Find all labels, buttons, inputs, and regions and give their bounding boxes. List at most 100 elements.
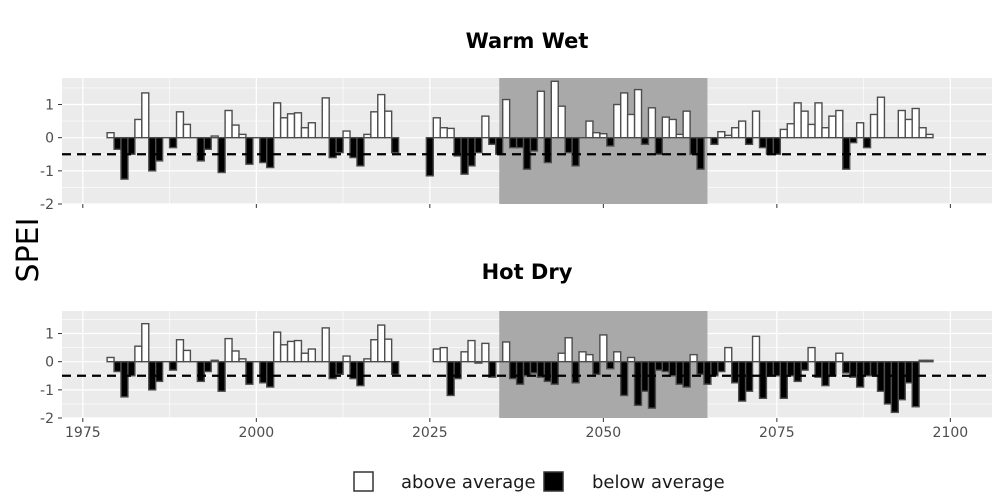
bar-below-average: [335, 136, 344, 154]
bar-above-average: [446, 127, 455, 139]
bar-below-average: [522, 360, 532, 377]
bar-below-average: [515, 360, 525, 385]
y-tick-label: 0: [45, 131, 54, 147]
bar-above-average: [821, 127, 830, 139]
bar-above-average: [272, 102, 282, 139]
bar-below-average: [446, 360, 455, 397]
bar-below-average: [154, 136, 164, 162]
y-tick-label: 0: [45, 355, 54, 371]
bar-below-average: [245, 360, 254, 385]
bar-above-average: [363, 133, 372, 139]
y-tick-label: -1: [40, 383, 54, 399]
bar-below-average: [758, 360, 768, 399]
bar-above-average: [307, 122, 317, 139]
bar-above-average: [370, 111, 379, 139]
bar-above-average: [307, 348, 317, 363]
bar-above-average: [800, 110, 809, 139]
bar-above-average: [300, 127, 310, 139]
bar-above-average: [918, 359, 927, 363]
bar-above-average: [279, 344, 289, 363]
panel-title-0: Warm Wet: [466, 29, 589, 53]
bar-below-average: [203, 136, 212, 150]
bar-below-average: [467, 136, 476, 167]
panel-0: Warm Wet -2 -1 0 1: [40, 29, 992, 213]
bar-below-average: [113, 360, 122, 373]
bar-above-average: [689, 353, 698, 363]
bar-below-average: [883, 360, 893, 405]
bar-below-average: [717, 360, 726, 373]
bar-above-average: [869, 113, 879, 139]
bar-above-average: [342, 355, 351, 363]
bar-below-average: [550, 360, 559, 385]
bar-below-average: [779, 360, 788, 399]
bar-above-average: [106, 132, 115, 139]
bar-above-average: [231, 124, 240, 139]
bar-below-average: [647, 360, 657, 409]
x-tick-label: 2075: [759, 425, 795, 441]
bar-above-average: [793, 102, 802, 139]
bar-below-average: [654, 360, 664, 371]
bar-below-average: [772, 136, 782, 155]
bar-below-average: [120, 136, 129, 180]
bar-above-average: [293, 339, 303, 363]
bar-below-average: [765, 136, 775, 155]
bar-above-average: [321, 97, 330, 139]
bar-above-average: [578, 351, 587, 363]
bar-above-average: [925, 133, 934, 139]
bar-above-average: [724, 346, 733, 363]
bar-below-average: [113, 136, 122, 150]
y-tick-label: -2: [40, 197, 54, 213]
bar-below-average: [842, 360, 851, 374]
bar-below-average: [689, 136, 698, 155]
y-tick-label: 1: [45, 98, 54, 114]
bar-above-average: [751, 110, 761, 139]
bar-below-average: [425, 136, 435, 177]
bar-above-average: [536, 90, 546, 139]
x-tick-label: 1975: [65, 425, 101, 441]
y-axis-label: SPEI: [11, 218, 46, 283]
bar-above-average: [300, 352, 310, 363]
bar-below-average: [266, 360, 275, 388]
bar-below-average: [335, 360, 344, 376]
bar-below-average: [168, 136, 178, 149]
legend-below-key: [543, 471, 564, 492]
bar-above-average: [481, 115, 490, 139]
bar-below-average: [606, 136, 615, 147]
bar-below-average: [168, 360, 178, 371]
bar-above-average: [633, 88, 643, 139]
bar-above-average: [585, 353, 594, 363]
bar-below-average: [196, 360, 205, 383]
bar-above-average: [175, 339, 185, 363]
bar-above-average: [439, 127, 448, 139]
bar-above-average: [550, 80, 559, 139]
y-tick-label: 1: [45, 327, 54, 343]
bar-above-average: [377, 93, 386, 139]
bar-above-average: [918, 127, 927, 139]
bar-above-average: [613, 103, 622, 139]
bar-below-average: [862, 360, 872, 377]
bar-above-average: [231, 350, 240, 363]
bar-above-average: [724, 134, 733, 139]
bar-below-average: [828, 360, 837, 377]
bar-above-average: [175, 111, 185, 139]
bar-below-average: [619, 360, 629, 397]
bar-below-average: [869, 360, 879, 377]
bar-below-average: [571, 136, 580, 167]
bar-below-average: [508, 136, 518, 149]
bar-above-average: [432, 117, 441, 139]
bar-below-average: [731, 360, 740, 384]
bar-below-average: [640, 136, 650, 146]
legend: above average below average: [353, 471, 725, 493]
bar-below-average: [654, 136, 664, 155]
x-tick-label: 2050: [586, 425, 622, 441]
bar-above-average: [321, 327, 330, 363]
bar-below-average: [765, 360, 775, 377]
bar-above-average: [141, 92, 150, 139]
bar-above-average: [619, 92, 629, 139]
bar-above-average: [238, 358, 247, 363]
bar-below-average: [453, 360, 462, 380]
bar-above-average: [779, 128, 788, 139]
bar-above-average: [737, 120, 747, 139]
bar-below-average: [154, 360, 164, 383]
